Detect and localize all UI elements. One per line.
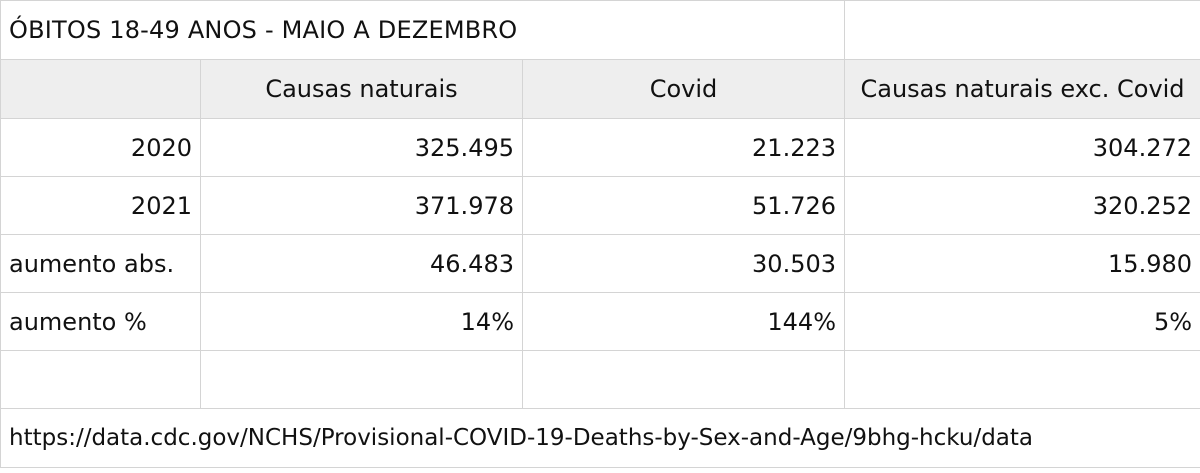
row-label[interactable]: aumento % — [0, 292, 201, 351]
table-row: 2020 325.495 21.223 304.272 — [0, 118, 1200, 177]
cell-natural-causes[interactable]: 14% — [200, 292, 523, 351]
cell-covid[interactable]: 144% — [521, 292, 846, 351]
empty-row — [0, 350, 1200, 409]
empty-cell[interactable] — [844, 350, 1200, 409]
header-natural-causes[interactable]: Causas naturais — [200, 59, 523, 119]
header-cell-blank[interactable] — [0, 59, 201, 119]
empty-cell[interactable] — [521, 350, 846, 409]
empty-cell[interactable] — [200, 350, 523, 409]
row-label[interactable]: aumento abs. — [0, 234, 201, 293]
table-row: aumento abs. 46.483 30.503 15.980 — [0, 234, 1200, 293]
source-url[interactable]: https://data.cdc.gov/NCHS/Provisional-CO… — [0, 408, 1200, 468]
cell-natural-exc-covid[interactable]: 320.252 — [844, 176, 1200, 235]
cell-natural-causes[interactable]: 46.483 — [200, 234, 523, 293]
table-title[interactable]: ÓBITOS 18-49 ANOS - MAIO A DEZEMBRO — [0, 0, 846, 60]
cell-covid[interactable]: 21.223 — [521, 118, 846, 177]
header-covid[interactable]: Covid — [521, 59, 846, 119]
cell-natural-exc-covid[interactable]: 5% — [844, 292, 1200, 351]
cell-natural-causes[interactable]: 325.495 — [200, 118, 523, 177]
cell-covid[interactable]: 30.503 — [521, 234, 846, 293]
header-natural-exc-covid[interactable]: Causas naturais exc. Covid — [844, 59, 1200, 119]
empty-cell[interactable] — [844, 0, 1200, 60]
header-row: Causas naturais Covid Causas naturais ex… — [0, 59, 1200, 119]
cell-natural-exc-covid[interactable]: 304.272 — [844, 118, 1200, 177]
row-label[interactable]: 2020 — [0, 118, 201, 177]
cell-natural-exc-covid[interactable]: 15.980 — [844, 234, 1200, 293]
table-row: aumento % 14% 144% 5% — [0, 292, 1200, 351]
source-row: https://data.cdc.gov/NCHS/Provisional-CO… — [0, 408, 1200, 468]
title-row: ÓBITOS 18-49 ANOS - MAIO A DEZEMBRO — [0, 0, 1200, 60]
table-row: 2021 371.978 51.726 320.252 — [0, 176, 1200, 235]
row-label[interactable]: 2021 — [0, 176, 201, 235]
cell-natural-causes[interactable]: 371.978 — [200, 176, 523, 235]
cell-covid[interactable]: 51.726 — [521, 176, 846, 235]
empty-cell[interactable] — [0, 350, 201, 409]
